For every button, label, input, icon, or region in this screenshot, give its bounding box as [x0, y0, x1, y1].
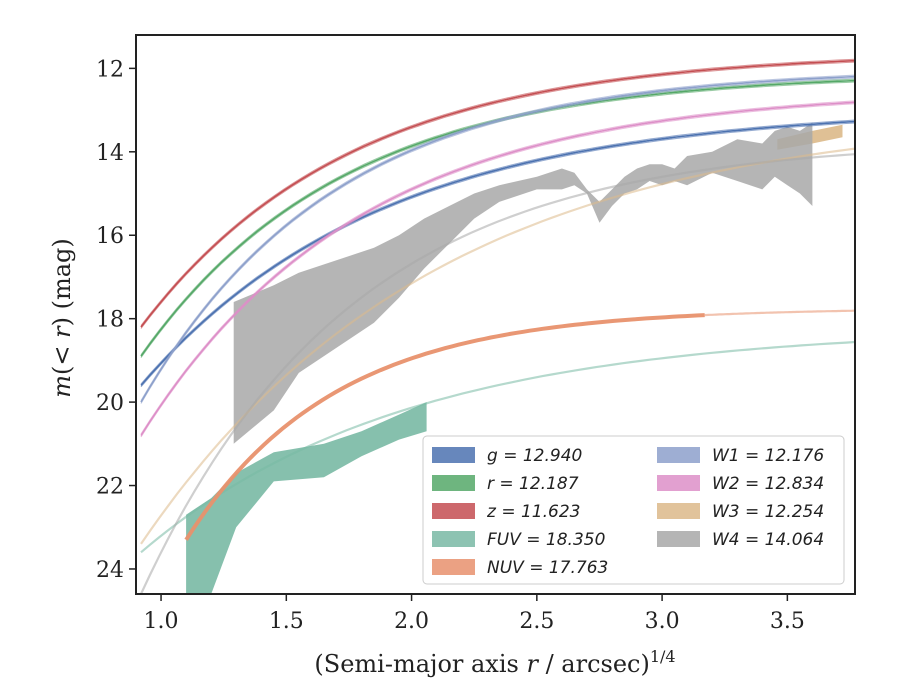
x-tick-label: 2.0: [394, 609, 429, 634]
w3-legend-label: W3 = 12.254: [712, 502, 824, 522]
z-curve-line: [140, 61, 855, 329]
g-legend-swatch: [432, 447, 475, 463]
y-axis-label: m(< r) (mag): [48, 238, 76, 398]
r-legend-label: r = 12.187: [487, 474, 579, 494]
w1-legend-swatch: [657, 447, 700, 463]
y-tick-label: 18: [96, 308, 124, 333]
x-axis-label: (Semi-major axis r / arcsec)1/4: [314, 647, 675, 678]
y-tick-label: 12: [96, 57, 124, 82]
fuv-legend-label: FUV = 18.350: [487, 530, 605, 550]
fuv-band: [186, 402, 427, 594]
legend-box: [422, 435, 845, 585]
g-curve-line: [140, 119, 855, 385]
x-tick-label: 3.0: [645, 609, 680, 634]
y-tick-label: 14: [96, 141, 124, 166]
y-tick-label: 20: [96, 391, 124, 416]
fuv-curve-line: [140, 340, 855, 554]
r-legend-swatch: [432, 475, 475, 491]
y-tick-label: 16: [96, 224, 124, 249]
w2-curve-line: [140, 101, 855, 436]
g-curve-line: [140, 122, 855, 388]
x-tick-label: 2.5: [519, 609, 554, 634]
nuv-curve-tail: [704, 309, 855, 317]
w3-legend-swatch: [657, 503, 700, 519]
fuv-legend-swatch: [432, 531, 475, 547]
z-curve-line: [140, 59, 855, 328]
legend: g = 12.940 r = 12.187 z = 11.623 FUV = 18.3…: [422, 435, 845, 585]
y-tick-label: 24: [96, 558, 124, 583]
uncertainty-bands: [186, 122, 843, 594]
y-tick-label: 22: [96, 475, 124, 500]
g-curve-line: [140, 120, 855, 386]
w4-curve-line: [140, 153, 855, 594]
nuv-legend-swatch: [432, 559, 475, 575]
w1-curve-line: [140, 74, 855, 401]
w4-legend-label: W4 = 14.064: [712, 530, 824, 550]
x-tick-label: 3.5: [770, 609, 805, 634]
w3-curve-line: [140, 147, 855, 545]
nuv-curve-line: [184, 313, 705, 541]
w1-curve-line: [140, 75, 855, 403]
w2-legend-label: W2 = 12.834: [712, 474, 824, 494]
w2-curve-line: [140, 100, 855, 435]
z-curve-line: [140, 58, 855, 326]
x-tick-label: 1.0: [144, 609, 179, 634]
w4-band: [233, 122, 813, 444]
nuv-legend-label: NUV = 17.763: [487, 558, 608, 578]
w2-legend-swatch: [657, 475, 700, 491]
w1-curve-line: [140, 77, 855, 404]
plot-frame: [135, 34, 856, 595]
g-legend-label: g = 12.940: [487, 446, 582, 466]
y-axis-ticks: 12 14 16 18 20 22 24: [96, 57, 136, 583]
z-legend-swatch: [432, 503, 475, 519]
x-tick-label: 1.5: [269, 609, 304, 634]
w4-legend-swatch: [657, 531, 700, 547]
w2-curve-line: [140, 103, 855, 438]
series-curves: [140, 58, 855, 594]
z-legend-label: z = 11.623: [486, 502, 580, 522]
w1-legend-label: W1 = 12.176: [712, 446, 824, 466]
x-axis-ticks: 1.0 1.5 2.0 2.5 3.0 3.5: [144, 594, 805, 634]
